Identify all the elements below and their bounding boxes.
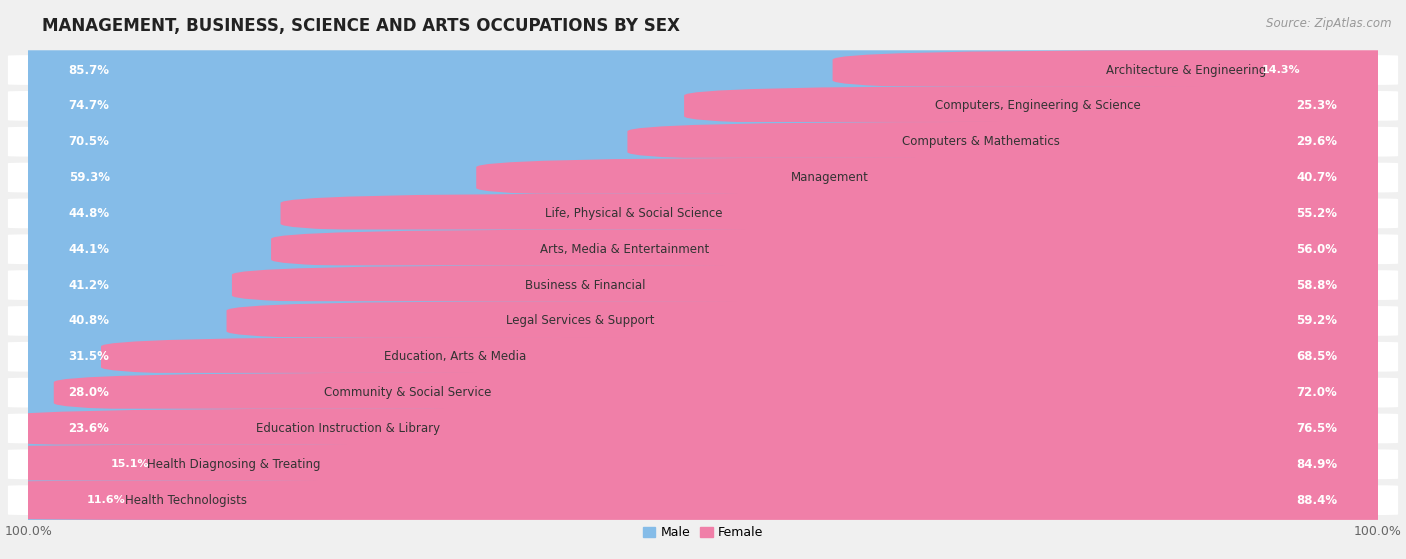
FancyBboxPatch shape	[8, 127, 1398, 157]
Text: 84.9%: 84.9%	[1296, 458, 1337, 471]
Text: 14.3%: 14.3%	[1263, 65, 1301, 75]
FancyBboxPatch shape	[226, 301, 1406, 340]
FancyBboxPatch shape	[0, 158, 1181, 197]
FancyBboxPatch shape	[685, 86, 1406, 126]
Text: 11.6%: 11.6%	[87, 495, 125, 505]
Text: Legal Services & Support: Legal Services & Support	[506, 314, 654, 328]
FancyBboxPatch shape	[8, 449, 1398, 479]
FancyBboxPatch shape	[101, 337, 1406, 377]
Text: 68.5%: 68.5%	[1296, 350, 1337, 363]
Text: 23.6%: 23.6%	[69, 422, 110, 435]
Text: 44.8%: 44.8%	[69, 207, 110, 220]
FancyBboxPatch shape	[832, 50, 1406, 90]
Text: 55.2%: 55.2%	[1296, 207, 1337, 220]
Text: Arts, Media & Entertainment: Arts, Media & Entertainment	[540, 243, 710, 256]
Text: Community & Social Service: Community & Social Service	[323, 386, 491, 399]
FancyBboxPatch shape	[0, 86, 1389, 126]
Text: Education, Arts & Media: Education, Arts & Media	[384, 350, 526, 363]
Text: 28.0%: 28.0%	[69, 386, 110, 399]
FancyBboxPatch shape	[0, 409, 699, 448]
Text: Business & Financial: Business & Financial	[526, 278, 645, 292]
FancyBboxPatch shape	[0, 230, 976, 269]
FancyBboxPatch shape	[8, 91, 1398, 121]
FancyBboxPatch shape	[0, 301, 931, 340]
Text: 88.4%: 88.4%	[1296, 494, 1337, 506]
FancyBboxPatch shape	[8, 163, 1398, 192]
Text: 31.5%: 31.5%	[69, 350, 110, 363]
FancyBboxPatch shape	[0, 373, 758, 413]
Text: 56.0%: 56.0%	[1296, 243, 1337, 256]
Text: 25.3%: 25.3%	[1296, 100, 1337, 112]
FancyBboxPatch shape	[0, 480, 537, 520]
FancyBboxPatch shape	[8, 306, 1398, 336]
FancyBboxPatch shape	[0, 337, 806, 377]
FancyBboxPatch shape	[0, 480, 1406, 520]
FancyBboxPatch shape	[627, 122, 1406, 162]
FancyBboxPatch shape	[0, 444, 585, 484]
FancyBboxPatch shape	[8, 55, 1398, 85]
Text: Computers & Mathematics: Computers & Mathematics	[903, 135, 1060, 148]
Text: Education Instruction & Library: Education Instruction & Library	[256, 422, 440, 435]
FancyBboxPatch shape	[281, 193, 1406, 233]
FancyBboxPatch shape	[8, 342, 1398, 372]
FancyBboxPatch shape	[0, 193, 986, 233]
Text: 85.7%: 85.7%	[69, 64, 110, 77]
Text: Computers, Engineering & Science: Computers, Engineering & Science	[935, 100, 1140, 112]
Text: 72.0%: 72.0%	[1296, 386, 1337, 399]
Text: 40.8%: 40.8%	[69, 314, 110, 328]
Text: 74.7%: 74.7%	[69, 100, 110, 112]
FancyBboxPatch shape	[232, 266, 1406, 305]
Text: 40.7%: 40.7%	[1296, 171, 1337, 184]
Text: 76.5%: 76.5%	[1296, 422, 1337, 435]
FancyBboxPatch shape	[0, 266, 936, 305]
Text: 70.5%: 70.5%	[69, 135, 110, 148]
FancyBboxPatch shape	[0, 409, 1406, 448]
Text: 58.8%: 58.8%	[1296, 278, 1337, 292]
Text: 59.3%: 59.3%	[69, 171, 110, 184]
Text: 41.2%: 41.2%	[69, 278, 110, 292]
FancyBboxPatch shape	[8, 414, 1398, 443]
FancyBboxPatch shape	[0, 122, 1331, 162]
Text: MANAGEMENT, BUSINESS, SCIENCE AND ARTS OCCUPATIONS BY SEX: MANAGEMENT, BUSINESS, SCIENCE AND ARTS O…	[42, 17, 681, 35]
FancyBboxPatch shape	[477, 158, 1406, 197]
Text: 15.1%: 15.1%	[111, 459, 149, 470]
Text: Health Diagnosing & Treating: Health Diagnosing & Treating	[146, 458, 321, 471]
Text: Health Technologists: Health Technologists	[125, 494, 247, 506]
Text: Management: Management	[792, 171, 869, 184]
FancyBboxPatch shape	[8, 234, 1398, 264]
FancyBboxPatch shape	[0, 444, 1406, 484]
FancyBboxPatch shape	[53, 373, 1406, 413]
Text: 44.1%: 44.1%	[69, 243, 110, 256]
Text: 29.6%: 29.6%	[1296, 135, 1337, 148]
Text: Source: ZipAtlas.com: Source: ZipAtlas.com	[1267, 17, 1392, 30]
Legend: Male, Female: Male, Female	[638, 521, 768, 544]
Text: Life, Physical & Social Science: Life, Physical & Social Science	[546, 207, 723, 220]
FancyBboxPatch shape	[0, 50, 1406, 90]
FancyBboxPatch shape	[271, 230, 1406, 269]
Text: Architecture & Engineering: Architecture & Engineering	[1107, 64, 1267, 77]
FancyBboxPatch shape	[8, 378, 1398, 408]
FancyBboxPatch shape	[8, 270, 1398, 300]
FancyBboxPatch shape	[8, 485, 1398, 515]
Text: 59.2%: 59.2%	[1296, 314, 1337, 328]
FancyBboxPatch shape	[8, 198, 1398, 228]
